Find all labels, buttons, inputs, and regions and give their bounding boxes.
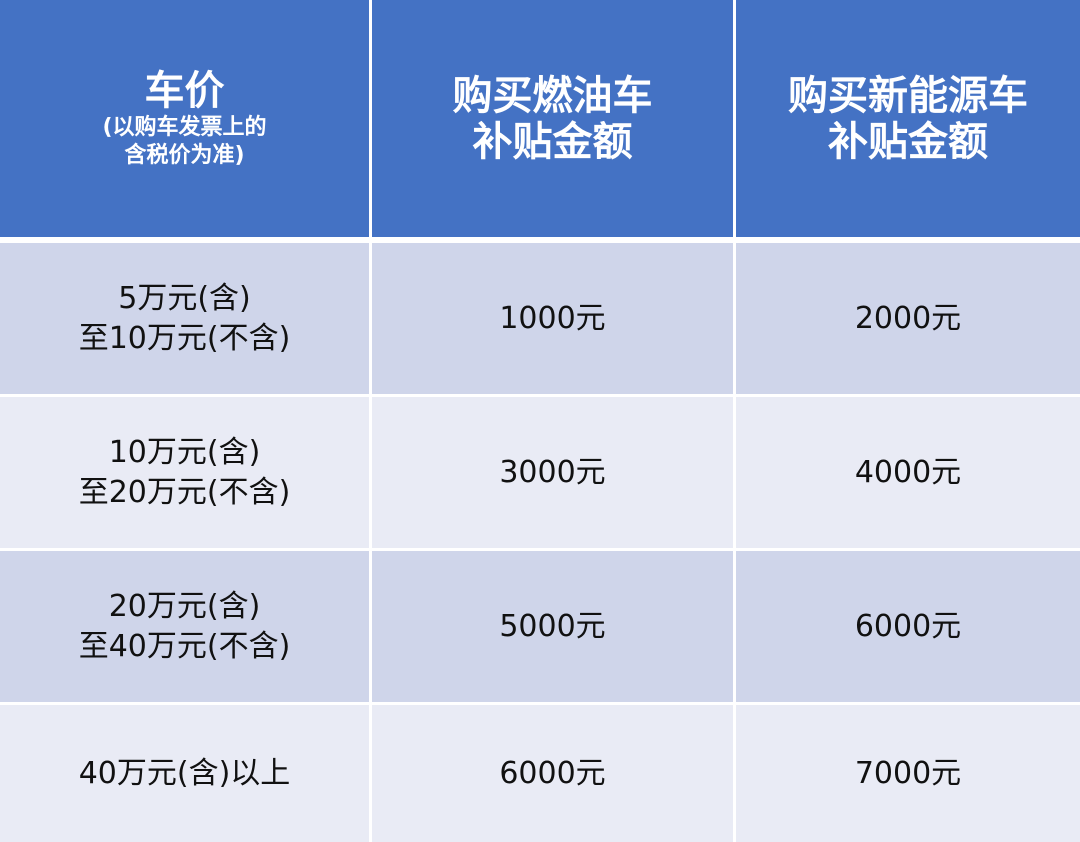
price-cell: 10万元(含) 至20万元(不含) (0, 397, 372, 551)
price-cell: 40万元(含)以上 (0, 705, 372, 842)
nev-subsidy-cell: 7000元 (736, 705, 1080, 842)
header-note: 含税价为准) (124, 142, 245, 168)
price-text: 至10万元(不含) (78, 320, 291, 356)
price-text: 20万元(含) (108, 588, 261, 624)
header-title: 补贴金额 (828, 118, 988, 165)
nev-subsidy-cell: 4000元 (736, 397, 1080, 551)
table-row: 40万元(含)以上 6000元 7000元 (0, 705, 1080, 842)
fuel-subsidy-cell: 6000元 (372, 705, 736, 842)
table-row: 10万元(含) 至20万元(不含) 3000元 4000元 (0, 397, 1080, 551)
price-text: 至20万元(不含) (78, 474, 291, 510)
price-cell: 5万元(含) 至10万元(不含) (0, 243, 372, 397)
table-row: 20万元(含) 至40万元(不含) 5000元 6000元 (0, 551, 1080, 705)
header-title: 购买燃油车 (452, 72, 653, 119)
fuel-subsidy-cell: 5000元 (372, 551, 736, 705)
price-cell: 20万元(含) 至40万元(不含) (0, 551, 372, 705)
header-nev-subsidy: 购买新能源车 补贴金额 (736, 0, 1080, 243)
nev-subsidy-cell: 6000元 (736, 551, 1080, 705)
header-car-price: 车价 (以购车发票上的 含税价为准) (0, 0, 372, 243)
price-text: 至40万元(不含) (78, 628, 291, 664)
price-text: 10万元(含) (108, 434, 261, 470)
fuel-subsidy-cell: 1000元 (372, 243, 736, 397)
fuel-subsidy-cell: 3000元 (372, 397, 736, 551)
header-title: 车价 (144, 67, 225, 114)
nev-subsidy-cell: 2000元 (736, 243, 1080, 397)
header-title: 购买新能源车 (788, 72, 1028, 119)
header-note: (以购车发票上的 (102, 114, 267, 140)
table-row: 5万元(含) 至10万元(不含) 1000元 2000元 (0, 243, 1080, 397)
header-title: 补贴金额 (472, 118, 633, 165)
header-row: 车价 (以购车发票上的 含税价为准) 购买燃油车 补贴金额 购买新能源车 补贴金… (0, 0, 1080, 243)
header-fuel-subsidy: 购买燃油车 补贴金额 (372, 0, 736, 243)
price-text: 5万元(含) (118, 280, 251, 316)
